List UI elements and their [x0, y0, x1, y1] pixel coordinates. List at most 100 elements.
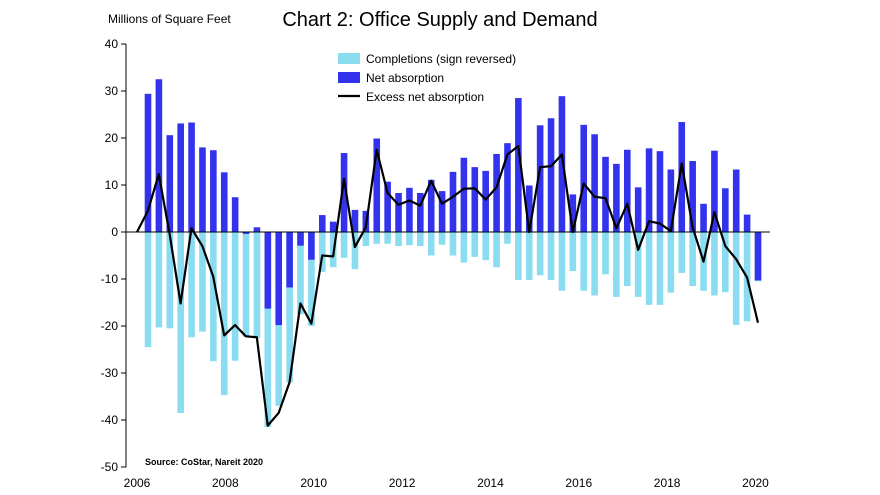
net-absorption-bar	[373, 138, 381, 232]
completions-bar	[155, 232, 163, 328]
net-absorption-bar	[417, 192, 424, 232]
legend-swatch-completions	[338, 53, 360, 64]
completions-bar	[471, 232, 479, 257]
source-note: Source: CoStar, Nareit 2020	[145, 457, 263, 467]
y-tick-label: 20	[105, 131, 119, 145]
completions-bar	[460, 232, 468, 263]
net-absorption-bar	[732, 169, 740, 232]
completions-bar	[602, 232, 609, 275]
net-absorption-bar	[754, 232, 762, 281]
completions-bar	[144, 232, 152, 348]
completions-bar	[351, 232, 359, 270]
completions-bar	[395, 232, 402, 247]
completions-bar	[308, 232, 315, 326]
net-absorption-bar	[536, 125, 544, 232]
y-tick-label: 0	[111, 225, 118, 239]
net-absorption-bar	[689, 161, 696, 232]
net-absorption-bar	[275, 232, 283, 326]
net-absorption-bar	[318, 215, 326, 232]
completions-bar	[253, 232, 261, 339]
net-absorption-bar	[177, 123, 184, 232]
net-absorption-bar	[144, 93, 152, 232]
x-tick-label: 2006	[124, 476, 151, 490]
net-absorption-bar	[678, 122, 686, 232]
completions-bar	[177, 232, 184, 413]
completions-bar	[373, 232, 381, 244]
net-absorption-bar	[427, 179, 435, 232]
completions-bars	[144, 232, 762, 428]
net-absorption-bar	[525, 185, 533, 232]
net-absorption-bar	[264, 232, 272, 309]
net-absorption-bar	[297, 232, 304, 246]
completions-bar	[362, 232, 370, 247]
net-absorption-bar	[493, 153, 500, 232]
y-tick-label: -40	[101, 413, 119, 427]
net-absorption-bar	[580, 124, 588, 232]
completions-bar	[417, 232, 424, 247]
completions-bar	[242, 232, 250, 337]
net-absorption-bar	[231, 197, 239, 232]
net-absorption-bar	[569, 194, 577, 232]
completions-bar	[188, 232, 195, 338]
completions-bar	[711, 232, 718, 296]
net-absorption-bar	[471, 167, 479, 232]
completions-bar	[297, 232, 304, 315]
x-tick-label: 2018	[654, 476, 681, 490]
net-absorption-bar	[547, 118, 555, 232]
net-absorption-bars	[144, 79, 762, 326]
net-absorption-bar	[395, 192, 402, 232]
completions-bar	[536, 232, 544, 276]
x-tick-label: 2012	[389, 476, 416, 490]
x-tick-label: 2016	[565, 476, 592, 490]
net-absorption-bar	[166, 135, 174, 232]
completions-bar	[591, 232, 598, 296]
net-absorption-bar	[711, 150, 718, 232]
completions-bar	[667, 232, 675, 293]
net-absorption-bar	[188, 122, 195, 232]
net-absorption-bar	[242, 232, 250, 234]
completions-bar	[525, 232, 533, 280]
net-absorption-bar	[613, 163, 620, 232]
completions-bar	[493, 232, 500, 268]
completions-bar	[623, 232, 631, 287]
completions-bar	[569, 232, 577, 272]
net-absorption-bar	[722, 188, 729, 232]
completions-bar	[547, 232, 555, 280]
legend-label-net-absorption: Net absorption	[366, 71, 444, 85]
net-absorption-bar	[253, 227, 261, 232]
completions-bar	[210, 232, 217, 362]
completions-bar	[634, 232, 642, 297]
completions-bar	[645, 232, 653, 305]
completions-bar	[504, 232, 511, 244]
completions-bar	[318, 232, 326, 272]
legend-label-excess: Excess net absorption	[366, 90, 484, 104]
completions-bar	[340, 232, 348, 258]
net-absorption-bar	[623, 149, 631, 232]
x-axis-ticks: 2006 2008 2010 2012 2014 2016 2018 2020	[124, 476, 770, 490]
net-absorption-bar	[351, 209, 359, 232]
y-tick-label: -10	[101, 272, 119, 286]
completions-bar	[264, 232, 272, 428]
y-tick-label: -30	[101, 366, 119, 380]
net-absorption-bar	[220, 172, 228, 232]
net-absorption-bar	[634, 187, 642, 232]
completions-bar	[515, 232, 522, 280]
net-absorption-bar	[460, 157, 468, 232]
completions-bar	[449, 232, 457, 256]
net-absorption-bar	[329, 221, 337, 232]
net-absorption-bar	[602, 156, 609, 232]
net-absorption-bar	[656, 151, 664, 232]
chart-title: Chart 2: Office Supply and Demand	[282, 9, 597, 31]
completions-bar	[689, 232, 696, 287]
x-tick-label: 2014	[477, 476, 504, 490]
x-tick-label: 2010	[300, 476, 327, 490]
completions-bar	[678, 232, 686, 273]
legend-label-completions: Completions (sign reversed)	[366, 52, 516, 66]
net-absorption-bar	[504, 143, 511, 232]
y-axis-unit-label: Millions of Square Feet	[108, 12, 231, 26]
net-absorption-bar	[645, 148, 653, 232]
completions-bar	[558, 232, 566, 291]
net-absorption-bar	[199, 147, 206, 232]
completions-bar	[384, 232, 391, 244]
